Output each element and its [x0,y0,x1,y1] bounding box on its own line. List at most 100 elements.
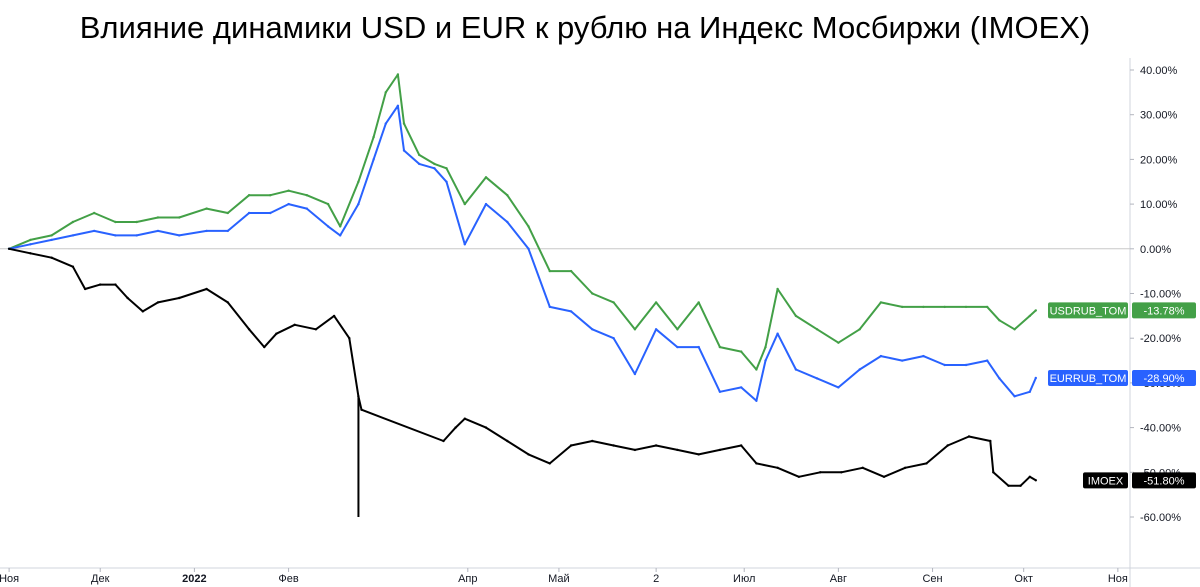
data-point-usdrub-tom [986,305,989,309]
badge-value: -28.90% [1144,373,1185,385]
data-point-eurrub-tom [654,328,658,331]
data-point-usdrub-tom [357,180,360,183]
data-point-imoex [360,408,363,411]
data-point-eurrub-tom [776,332,779,335]
data-point-usdrub-tom [654,301,658,304]
data-point-usdrub-tom [50,234,53,237]
data-point-eurrub-tom [718,390,722,393]
x-tick-label: Июл [733,573,755,585]
data-point-usdrub-tom [879,301,883,304]
data-point-eurrub-tom [858,368,861,371]
data-point-imoex [654,444,658,447]
data-point-eurrub-tom [445,180,448,183]
data-point-usdrub-tom [612,301,615,304]
data-point-usdrub-tom [527,225,530,228]
data-point-usdrub-tom [943,305,946,309]
badge-name-box [1048,369,1128,386]
x-tick-label: Май [548,573,570,585]
badge-name-box [1048,302,1128,319]
data-point-eurrub-tom [484,202,488,206]
data-point-usdrub-tom [339,225,342,228]
data-point-imoex [454,426,457,429]
badge-value: -13.78% [1144,305,1185,317]
data-point-usdrub-tom [1028,314,1032,318]
data-point-eurrub-tom [1028,390,1032,393]
data-point-eurrub-tom [548,305,551,309]
data-point-eurrub-tom [269,211,272,215]
data-point-usdrub-tom [740,350,743,353]
data-point-eurrub-tom [50,238,53,242]
data-point-eurrub-tom [396,104,400,108]
data-point-usdrub-tom [287,189,290,192]
data-point-imoex [946,444,949,447]
data-point-usdrub-tom [178,216,181,219]
data-point-eurrub-tom [205,229,208,233]
data-point-imoex [484,426,488,429]
series-line-eurrub-tom [8,104,1037,402]
data-point-usdrub-tom [755,368,758,371]
data-point-eurrub-tom [815,377,819,380]
data-point-imoex [178,296,181,300]
y-tick-label: 10.00% [1140,199,1178,211]
data-point-imoex [506,439,509,443]
data-point-imoex [141,310,144,313]
data-point-imoex [332,314,336,318]
y-tick-label: 20.00% [1140,154,1178,166]
data-point-imoex [205,287,208,291]
x-tick-label: Сен [922,573,942,585]
data-point-imoex [697,453,700,456]
data-point-usdrub-tom [506,194,509,197]
data-point-imoex [83,287,87,291]
data-point-imoex [591,439,594,443]
data-point-eurrub-tom [922,354,925,358]
data-point-usdrub-tom [697,301,700,304]
data-point-eurrub-tom [506,220,509,224]
data-point-eurrub-tom [463,243,466,246]
data-point-imoex [755,462,758,465]
data-point-imoex [226,301,229,304]
data-point-usdrub-tom [114,220,117,224]
data-point-usdrub-tom [418,153,421,157]
x-tick-label: Ноя [0,573,19,585]
data-point-usdrub-tom [29,238,32,242]
data-point-imoex [1034,479,1038,482]
data-point-eurrub-tom [901,359,904,362]
axes-layer: 40.00% 30.00% 20.00% 10.00% 0.00% -10.00% -20.… [0,58,1200,587]
y-tick-label: 40.00% [1140,65,1178,77]
data-point-eurrub-tom [755,399,758,402]
x-tick-label: Ноя [1108,573,1128,585]
x-tick-label: 2 [653,573,659,585]
data-point-imoex [1007,484,1010,487]
data-point-usdrub-tom [776,287,779,291]
data-point-eurrub-tom [287,202,290,206]
data-point-imoex [50,256,53,259]
data-point-usdrub-tom [569,269,573,273]
data-point-eurrub-tom [178,234,181,237]
data-point-usdrub-tom [998,319,1001,322]
data-point-imoex [126,296,129,300]
y-tick-label: 30.00% [1140,110,1178,122]
data-point-imoex [275,332,278,335]
data-point-usdrub-tom [837,341,840,344]
data-point-eurrub-tom [135,234,138,237]
data-point-eurrub-tom [156,229,160,233]
data-point-eurrub-tom [794,368,798,371]
data-point-imoex [247,328,251,331]
chart-title: Влияние динамики USD и EUR к рублю на Ин… [79,10,1091,45]
data-point-usdrub-tom [205,207,208,210]
data-point-usdrub-tom [794,314,798,318]
data-point-eurrub-tom [29,243,32,246]
data-point-imoex [442,439,445,443]
data-point-imoex [527,453,530,456]
data-point-eurrub-tom [697,345,700,349]
data-point-imoex [548,462,551,465]
data-point-imoex [156,301,160,304]
data-point-eurrub-tom [527,247,530,250]
data-point-eurrub-tom [879,354,883,358]
badge-usdrub-tom: USDRUB_TOM -13.78% [1048,302,1196,319]
data-point-eurrub-tom [591,328,594,331]
badge-value-box [1132,302,1196,319]
series-line-imoex [8,247,1037,487]
data-point-usdrub-tom [156,216,160,219]
